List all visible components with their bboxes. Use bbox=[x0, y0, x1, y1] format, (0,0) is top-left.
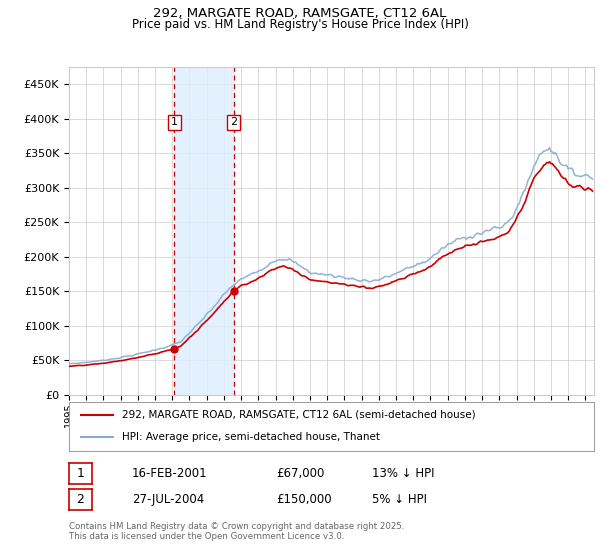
Text: HPI: Average price, semi-detached house, Thanet: HPI: Average price, semi-detached house,… bbox=[121, 432, 380, 442]
Text: 13% ↓ HPI: 13% ↓ HPI bbox=[372, 466, 434, 480]
Text: Price paid vs. HM Land Registry's House Price Index (HPI): Price paid vs. HM Land Registry's House … bbox=[131, 18, 469, 31]
Text: 292, MARGATE ROAD, RAMSGATE, CT12 6AL (semi-detached house): 292, MARGATE ROAD, RAMSGATE, CT12 6AL (s… bbox=[121, 410, 475, 420]
Text: 1: 1 bbox=[76, 466, 85, 480]
Text: Contains HM Land Registry data © Crown copyright and database right 2025.
This d: Contains HM Land Registry data © Crown c… bbox=[69, 522, 404, 542]
Text: 2: 2 bbox=[230, 118, 237, 127]
Text: 2: 2 bbox=[76, 493, 85, 506]
Text: £150,000: £150,000 bbox=[276, 493, 332, 506]
Text: 1: 1 bbox=[171, 118, 178, 127]
Text: 27-JUL-2004: 27-JUL-2004 bbox=[132, 493, 204, 506]
Text: 5% ↓ HPI: 5% ↓ HPI bbox=[372, 493, 427, 506]
Text: £67,000: £67,000 bbox=[276, 466, 325, 480]
Bar bbox=[175, 67, 234, 395]
Text: 292, MARGATE ROAD, RAMSGATE, CT12 6AL: 292, MARGATE ROAD, RAMSGATE, CT12 6AL bbox=[154, 7, 446, 20]
Text: 16-FEB-2001: 16-FEB-2001 bbox=[132, 466, 208, 480]
